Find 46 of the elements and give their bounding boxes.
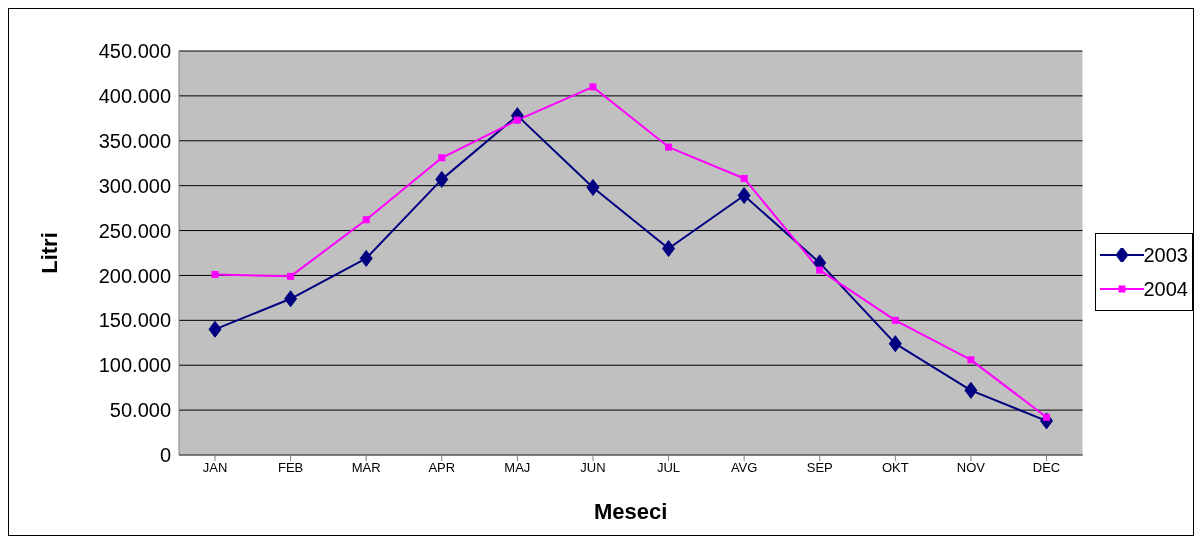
point <box>435 170 449 188</box>
x-tick-label: FEB <box>277 460 304 476</box>
x-tick-label: MAR <box>351 460 381 476</box>
x-tick-label: NOV <box>956 460 986 476</box>
y-tick-label: 50.000 <box>109 399 171 422</box>
point <box>513 116 521 124</box>
x-tick-label: JAN <box>202 460 228 476</box>
y-tick-label: 450.000 <box>98 40 171 63</box>
point <box>891 316 899 324</box>
x-tick-label: OKT <box>881 460 909 476</box>
point <box>284 290 298 308</box>
y-tick-label: 400.000 <box>98 84 171 107</box>
y-tick-label: 150.000 <box>98 309 171 332</box>
y-tick-label: 0 <box>159 444 171 467</box>
point <box>586 178 600 196</box>
x-tick-label: JUL <box>656 460 681 476</box>
y-tick-label: 250.000 <box>98 219 171 242</box>
x-tick-label: AVG <box>730 460 758 476</box>
point <box>208 320 222 338</box>
point <box>737 187 751 205</box>
point <box>287 272 295 280</box>
y-tick-label: 100.000 <box>98 354 171 377</box>
legend-label: 2004 <box>1143 277 1188 301</box>
x-tick-label: SEP <box>806 460 833 476</box>
point <box>888 335 902 353</box>
y-tick-label: 350.000 <box>98 129 171 152</box>
point <box>438 154 446 162</box>
point <box>964 381 978 399</box>
x-tick-label: MAJ <box>504 460 531 476</box>
point <box>362 216 370 224</box>
legend-label: 2003 <box>1143 243 1188 267</box>
y-tick-label: 300.000 <box>98 174 171 197</box>
point <box>589 83 597 91</box>
y-tick-label: 200.000 <box>98 264 171 287</box>
x-tick-label: APR <box>428 460 456 476</box>
point <box>211 271 219 279</box>
point <box>740 174 748 182</box>
x-tick-label: JUN <box>580 460 606 476</box>
point <box>665 143 673 151</box>
point <box>816 266 824 274</box>
x-axis-title: Meseci <box>594 499 668 524</box>
point <box>967 356 975 364</box>
point <box>662 240 676 258</box>
point <box>359 249 373 267</box>
x-tick-label: DEC <box>1032 460 1061 476</box>
y-axis-title: Litri <box>36 232 62 274</box>
